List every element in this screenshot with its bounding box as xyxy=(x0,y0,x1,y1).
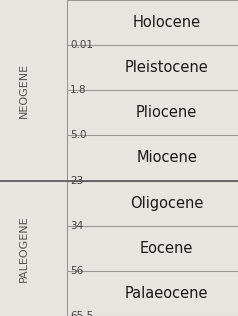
Text: Pleistocene: Pleistocene xyxy=(125,60,208,75)
Text: Pliocene: Pliocene xyxy=(136,105,197,120)
Text: 0.01: 0.01 xyxy=(70,40,93,50)
Text: Palaeocene: Palaeocene xyxy=(125,286,208,301)
Text: Miocene: Miocene xyxy=(136,150,197,166)
Text: NEOGENE: NEOGENE xyxy=(19,63,29,118)
Text: 65.5: 65.5 xyxy=(70,311,94,316)
Text: 34: 34 xyxy=(70,221,84,231)
Text: Eocene: Eocene xyxy=(140,241,193,256)
Text: Holocene: Holocene xyxy=(133,15,201,30)
Text: 1.8: 1.8 xyxy=(70,85,87,95)
Text: Oligocene: Oligocene xyxy=(130,196,203,211)
Text: 56: 56 xyxy=(70,266,84,276)
Text: 23: 23 xyxy=(70,176,84,185)
Text: PALEOGENE: PALEOGENE xyxy=(19,215,29,282)
Text: 5.0: 5.0 xyxy=(70,131,87,140)
